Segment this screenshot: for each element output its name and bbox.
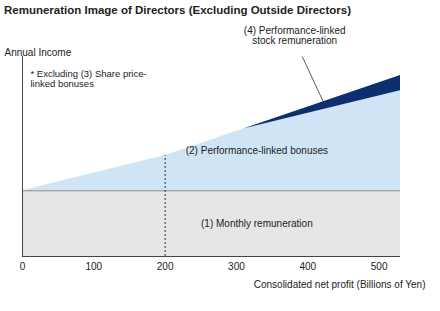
svg-text:400: 400 [299, 261, 316, 272]
svg-text:500: 500 [371, 261, 388, 272]
html-text:Remuneration Image of Director: Remuneration Image of Directors (Excludi… [4, 4, 351, 16]
svg-text:200: 200 [157, 261, 174, 272]
svg-text:(2) Performance-linked bonuses: (2) Performance-linked bonuses [186, 145, 328, 156]
svg-text:(1) Monthly remuneration: (1) Monthly remuneration [201, 218, 313, 229]
svg-text:100: 100 [85, 261, 102, 272]
svg-text:* Excluding (3) Share price-li: * Excluding (3) Share price-linked bonus… [31, 68, 147, 89]
svg-text:Annual Income: Annual Income [5, 47, 72, 58]
svg-text:0: 0 [20, 261, 26, 272]
svg-text:Consolidated net profit (Billi: Consolidated net profit (Billions of Yen… [254, 279, 426, 290]
svg-text:(4) Performance-linkedstock re: (4) Performance-linkedstock remuneration [244, 25, 346, 46]
svg-text:300: 300 [228, 261, 245, 272]
